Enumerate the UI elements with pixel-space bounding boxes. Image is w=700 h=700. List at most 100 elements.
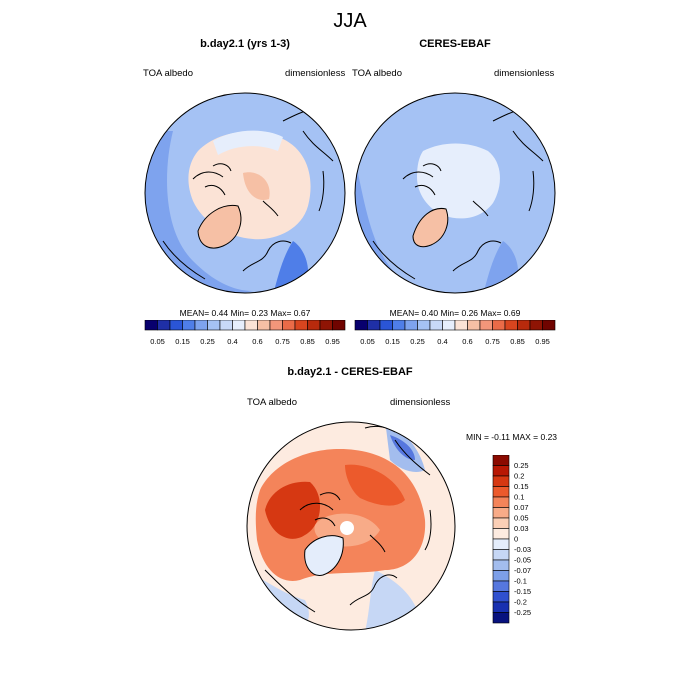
panel1-arctic-core-field [243,172,270,200]
panel1-lowalbedo-west [145,131,253,293]
panel1-title: b.day2.1 (yrs 1-3) [200,38,290,50]
panel1-map-border [144,92,346,294]
panel1-colorbar-box [232,320,246,331]
panel3-colorbar-box [492,570,510,582]
panel2-colorbar-box [479,320,493,331]
panel2-map [354,92,556,294]
panel2-colorbar-box [542,320,556,331]
panel3-units-label: dimensionless [390,397,451,408]
panel1-colorbar-box [219,320,233,331]
panel3-colorbar-box [492,601,510,613]
panel1-colorbar-tick-label: 0.6 [252,337,262,346]
panel1-colorbar-box [282,320,296,331]
panel2-colorbar-box [429,320,443,331]
panel3-colorbar-box [492,507,510,519]
panel2-colorbar-box [367,320,381,331]
panel1-colorbar-box [182,320,196,331]
panel1-units-label: dimensionless [285,68,346,79]
panel2-colorbar: 0.05 0.15 0.25 0.4 0.6 0.75 0.85 0.95 [354,320,556,346]
panel2-colorbar-box [404,320,418,331]
panel1-variable-label: TOA albedo [143,68,194,79]
panel1-colorbar-box [319,320,333,331]
panel3-colorbar-tick-label: -0.25 [514,608,531,617]
panel2-colorbar-tick-label: 0.4 [437,337,447,346]
panel1-colorbar-box [144,320,158,331]
panel3-colorbar-box [492,486,510,498]
panel1-colorbar-box [194,320,208,331]
panel2-colorbar-tick-label: 0.6 [462,337,472,346]
panel3-colorbar-box [492,538,510,550]
panel3-colorbar-tick-label: 0.03 [514,524,529,533]
panel3-colorbar-tick-label: -0.15 [514,587,531,596]
panel2-colorbar-tick-label: 0.25 [410,337,425,346]
panel3-siberia-strong-positive [265,481,321,539]
panel3-colorbar-tick-label: -0.03 [514,545,531,554]
panel3-map [246,421,456,631]
panel1-coastlines [162,108,334,280]
panel2-colorbar-box [454,320,468,331]
panel3-title: b.day2.1 - CERES-EBAF [287,366,413,378]
panel3-colorbar-tick-label: 0.2 [514,472,524,481]
panel3-colorbar-tick-label: 0.07 [514,503,529,512]
panel3-colorbar-tick-label: 0.05 [514,514,529,523]
panel2-colorbar-box [517,320,531,331]
panel1-colorbar-box [244,320,258,331]
panel2-colorbar-box [379,320,393,331]
panel1-colorbar-tick-label: 0.4 [227,337,237,346]
panel3-variable-label: TOA albedo [247,397,298,408]
panel2-units-label: dimensionless [494,68,555,79]
panel1-colorbar-tick-label: 0.05 [150,337,165,346]
panel1-colorbar-box [157,320,171,331]
panel1-colorbar-box [332,320,346,331]
panel2-colorbar-box [442,320,456,331]
panel3-colorbar-box [492,549,510,561]
panel3-colorbar-tick-label: 0.25 [514,461,529,470]
panel2-colorbar-tick-label: 0.85 [510,337,525,346]
panel1-colorbar-tick-label: 0.15 [175,337,190,346]
panel1-map [144,92,346,294]
panel1-colorbar-box [294,320,308,331]
panel2-colorbar-box [354,320,368,331]
panel1-colorbar-tick-label: 0.95 [325,337,340,346]
panel1-stats: MEAN= 0.44 Min= 0.23 Max= 0.67 [179,308,311,318]
panel1-colorbar-box [207,320,221,331]
panel2-colorbar-box [529,320,543,331]
panel3-colorbar-box [492,612,510,624]
panel2-colorbar-tick-label: 0.95 [535,337,550,346]
panel3-colorbar-tick-label: -0.05 [514,556,531,565]
panel3-colorbar-tick-label: 0 [514,535,518,544]
panel2-colorbar-box [504,320,518,331]
panel3-colorbar-box [492,455,510,466]
panel2-colorbar-tick-label: 0.15 [385,337,400,346]
panel1-colorbar-box [257,320,271,331]
panel1-siberia-cloud-field [213,130,283,155]
panel2-title: CERES-EBAF [419,38,491,50]
panel3-colorbar-box [492,528,510,540]
panel2-map-border [354,92,556,294]
panel3-colorbar-tick-label: 0.1 [514,493,524,502]
panel3-stats: MIN = -0.11 MAX = 0.23 [466,432,558,442]
panel3-colorbar-tick-label: 0.15 [514,482,529,491]
panel2-colorbar-tick-label: 0.75 [485,337,500,346]
panel2-colorbar-box [417,320,431,331]
panel1-colorbar-tick-label: 0.75 [275,337,290,346]
panel3-colorbar-box [492,465,510,477]
panel3-colorbar-box [492,559,510,571]
panel3-greenland-field [304,535,344,576]
panel3-colorbar-box [492,591,510,603]
panel1-colorbar-tick-label: 0.85 [300,337,315,346]
panel3-colorbar-box [492,475,510,487]
panel1-colorbar-box [269,320,283,331]
panel1-colorbar-box [307,320,321,331]
panel3-colorbar-tick-label: -0.2 [514,598,527,607]
panel2-colorbar-tick-label: 0.05 [360,337,375,346]
panel3-map-border [246,421,456,631]
figure-title: JJA [333,10,367,32]
panel3-colorbar-box [492,517,510,529]
panel3-colorbar: 0.250.20.150.10.070.050.030-0.03-0.05-0.… [492,455,531,624]
panel3-colorbar-tick-label: -0.07 [514,566,531,575]
panel1-colorbar-tick-label: 0.25 [200,337,215,346]
panel2-stats: MEAN= 0.40 Min= 0.26 Max= 0.69 [389,308,521,318]
panel1-colorbar: 0.05 0.15 0.25 0.4 0.6 0.75 0.85 0.95 [144,320,346,346]
panel3-colorbar-tick-label: -0.1 [514,577,527,586]
